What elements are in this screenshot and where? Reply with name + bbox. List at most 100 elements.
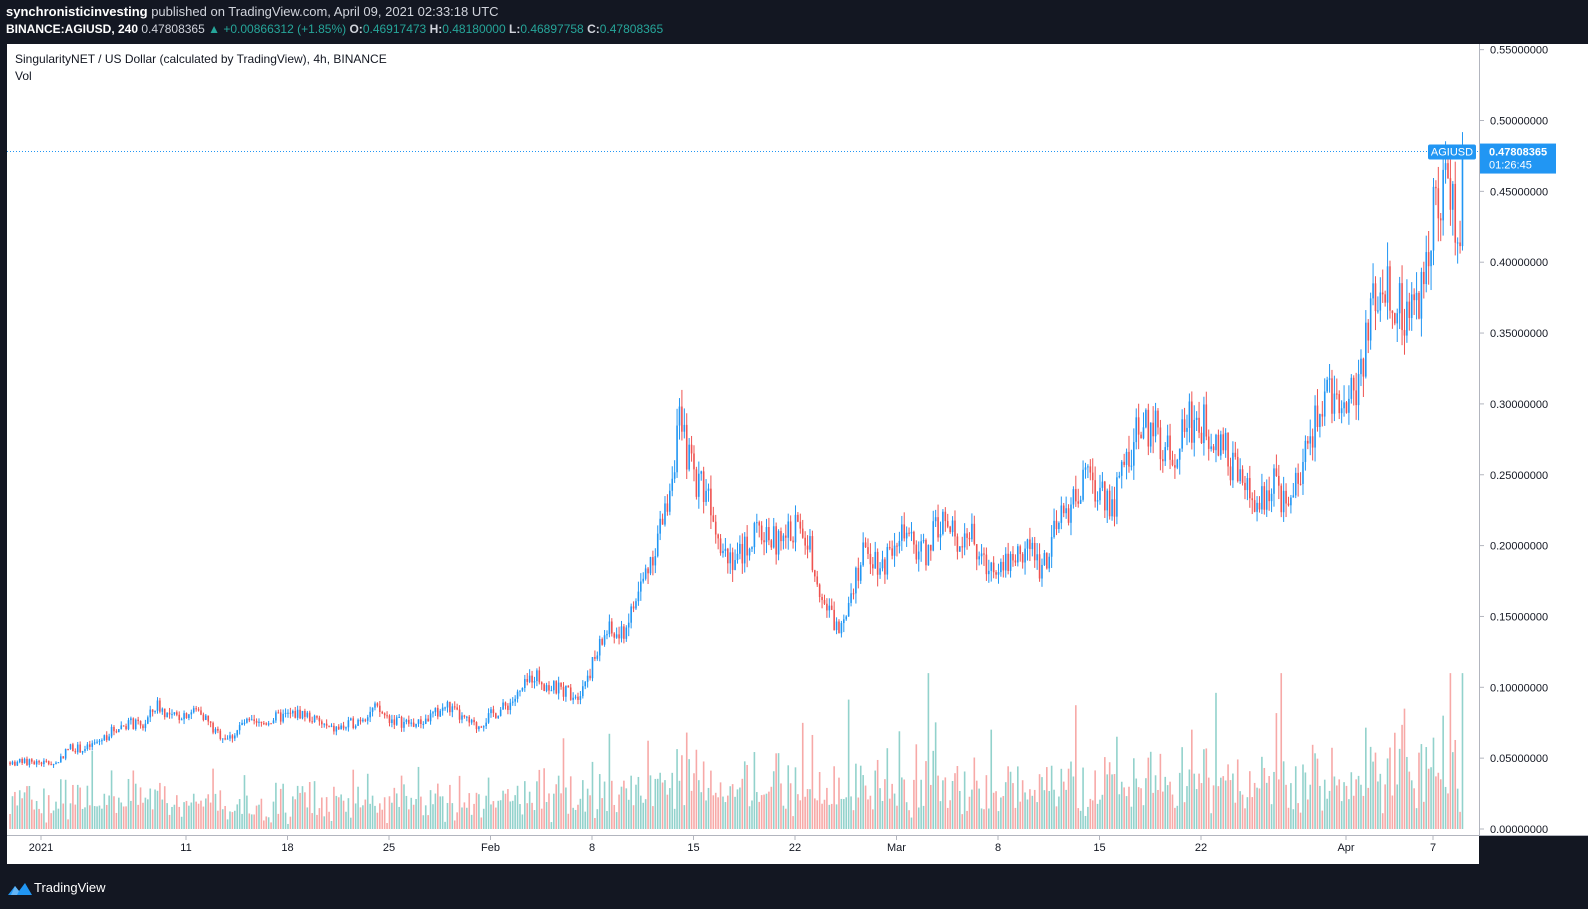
volume-bar bbox=[284, 812, 287, 829]
candle-body bbox=[287, 712, 289, 714]
candle-body bbox=[424, 718, 427, 724]
volume-bar bbox=[103, 793, 106, 829]
plot-area[interactable] bbox=[7, 44, 1479, 835]
candle-body bbox=[1055, 520, 1058, 530]
volume-bar bbox=[197, 803, 200, 829]
volume-bar bbox=[1108, 762, 1111, 829]
volume-bar bbox=[1041, 777, 1043, 829]
candle-body bbox=[265, 723, 268, 725]
candle-body bbox=[995, 572, 997, 575]
volume-bar bbox=[666, 794, 669, 829]
candle-body bbox=[1154, 410, 1157, 437]
volume-bar bbox=[1147, 757, 1150, 829]
high-value: 0.48180000 bbox=[442, 22, 506, 36]
volume-bar bbox=[1159, 753, 1162, 829]
volume-bar bbox=[1017, 766, 1019, 829]
candle-body bbox=[978, 556, 980, 560]
candle-body bbox=[1171, 459, 1174, 466]
volume-bar bbox=[74, 804, 77, 829]
candle-body bbox=[671, 478, 674, 491]
volume-bar bbox=[1222, 776, 1225, 829]
volume-bar bbox=[192, 793, 195, 829]
candle-body bbox=[702, 471, 705, 502]
candle-body bbox=[910, 531, 913, 534]
candle-body bbox=[1048, 556, 1051, 569]
price-axis[interactable] bbox=[1480, 44, 1588, 835]
candle-body bbox=[313, 715, 316, 723]
volume-bar bbox=[1304, 772, 1307, 829]
volume-bar bbox=[954, 773, 956, 829]
time-tick-label: 11 bbox=[180, 842, 191, 854]
volume-bar bbox=[221, 809, 224, 829]
candle-body bbox=[89, 744, 91, 747]
candle-body bbox=[296, 709, 299, 718]
volume-bar bbox=[714, 792, 717, 829]
author-name[interactable]: synchronisticinvesting bbox=[6, 4, 148, 19]
last-price-tag: 0.47808365 bbox=[1489, 147, 1547, 159]
candle-body bbox=[412, 722, 415, 727]
candle-body bbox=[1280, 485, 1283, 513]
candle-body bbox=[470, 719, 473, 723]
candle-body bbox=[1033, 542, 1036, 561]
price-tick-label: 0.30000000 bbox=[1490, 399, 1548, 411]
candle-body bbox=[1278, 475, 1280, 486]
volume-bar bbox=[678, 780, 681, 829]
volume-bar bbox=[833, 766, 835, 829]
volume-bar bbox=[579, 798, 582, 829]
candle-body bbox=[219, 730, 222, 739]
candle-body bbox=[741, 543, 744, 564]
volume-bar bbox=[403, 784, 405, 829]
candle-body bbox=[656, 533, 659, 557]
volume-bar bbox=[168, 814, 171, 829]
candle-body bbox=[354, 725, 357, 729]
candle-body bbox=[439, 710, 442, 717]
candle-body bbox=[799, 521, 802, 529]
candle-body bbox=[1265, 490, 1268, 510]
candle-body bbox=[316, 715, 318, 718]
volume-bar bbox=[28, 785, 31, 829]
volume-bar bbox=[272, 801, 275, 829]
volume-bar bbox=[1043, 790, 1046, 829]
time-axis[interactable] bbox=[7, 836, 1479, 864]
tradingview-brand[interactable]: TradingView bbox=[34, 880, 106, 895]
candle-body bbox=[1077, 501, 1080, 504]
volume-bar bbox=[1360, 784, 1362, 829]
volume-bar bbox=[374, 805, 376, 829]
candle-body bbox=[683, 424, 686, 432]
candle-body bbox=[1178, 448, 1181, 460]
volume-bar bbox=[596, 809, 599, 829]
candle-body bbox=[1220, 434, 1222, 456]
candle-body bbox=[1311, 436, 1314, 448]
candle-body bbox=[1123, 461, 1125, 465]
price-chart[interactable]: 0.55000000 0.50000000 0.45000000 0.40000000… bbox=[0, 44, 1588, 865]
volume-bar bbox=[1082, 767, 1084, 829]
volume-bar bbox=[731, 784, 734, 829]
volume-bar bbox=[787, 765, 790, 829]
volume-bar bbox=[973, 757, 976, 829]
volume-bar bbox=[748, 806, 751, 829]
candle-body bbox=[1125, 451, 1128, 465]
volume-bar bbox=[905, 802, 908, 829]
volume-bar bbox=[589, 795, 591, 829]
candle-body bbox=[543, 684, 545, 691]
volume-bar bbox=[872, 809, 874, 829]
volume-bar bbox=[511, 800, 514, 829]
volume-bar bbox=[1130, 806, 1133, 829]
volume-bar bbox=[69, 803, 72, 829]
candle-body bbox=[1244, 482, 1246, 491]
close-label: C: bbox=[587, 22, 600, 36]
volume-bar bbox=[949, 800, 951, 829]
tradingview-logo-icon[interactable] bbox=[8, 882, 32, 896]
volume-bar bbox=[1169, 781, 1171, 829]
high-label: H: bbox=[429, 22, 443, 36]
candle-body bbox=[567, 685, 570, 688]
volume-bar bbox=[1053, 789, 1055, 829]
candle-body bbox=[1275, 468, 1278, 476]
candle-body bbox=[18, 758, 21, 762]
candle-body bbox=[903, 524, 906, 539]
candle-body bbox=[451, 706, 454, 713]
candle-body bbox=[255, 720, 258, 723]
volume-bar bbox=[110, 770, 113, 829]
volume-bar bbox=[673, 808, 676, 829]
volume-bar bbox=[765, 793, 768, 829]
